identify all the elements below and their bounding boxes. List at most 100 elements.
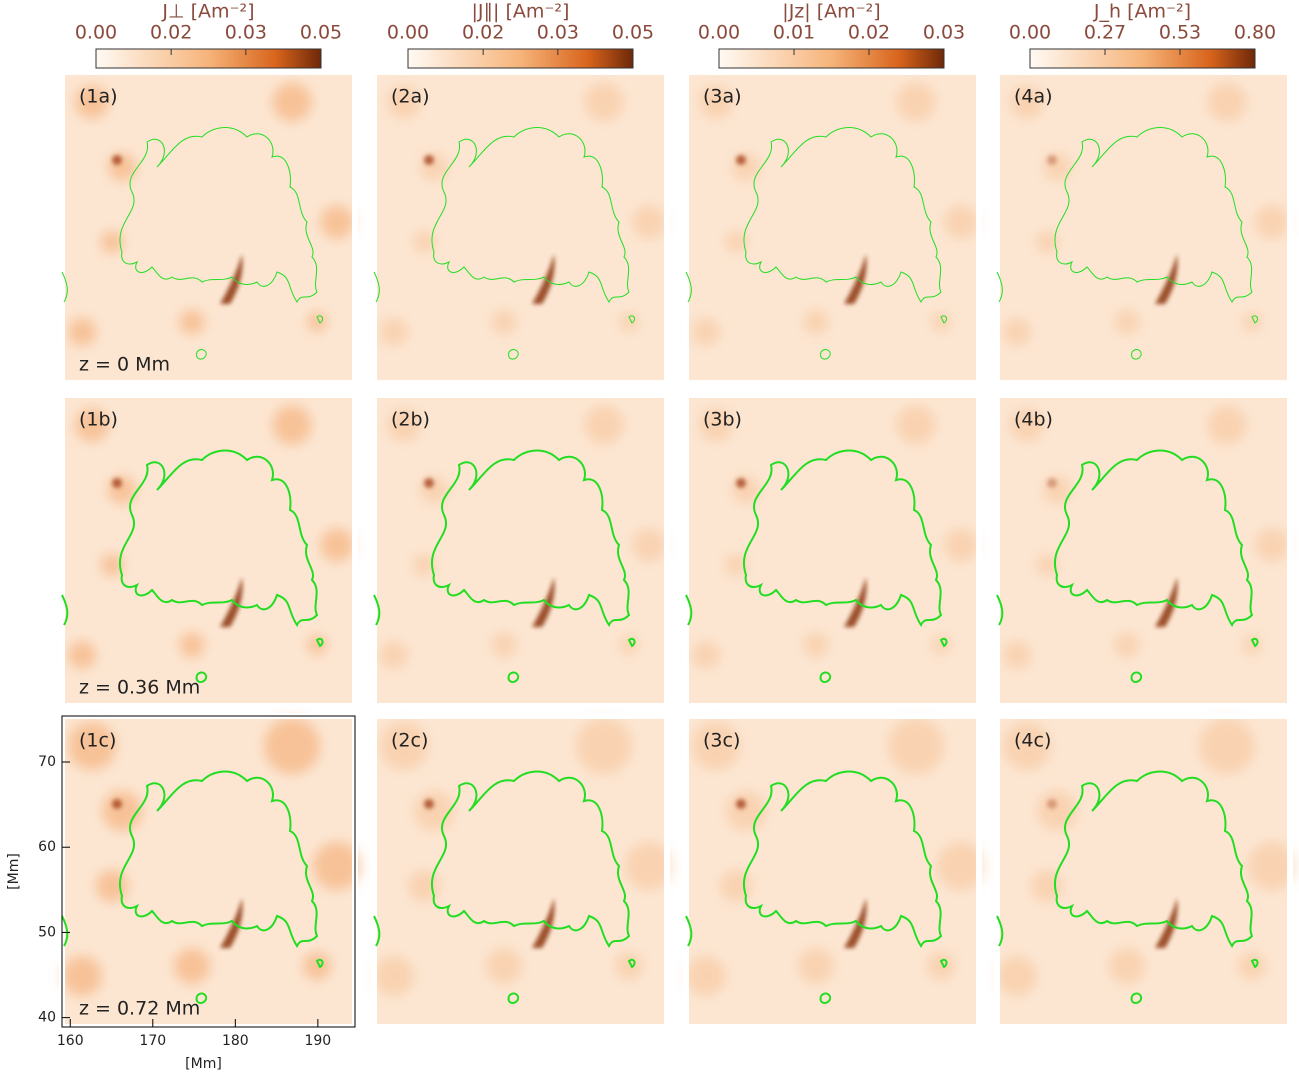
panel-label: (1c) (79, 730, 116, 752)
heatmap-blob (1035, 553, 1059, 577)
heatmap-panel: (1c) z = 0.72 Mm (59, 713, 361, 1030)
heatmap-blob (632, 205, 666, 239)
heatmap-blob (1248, 842, 1296, 890)
contour (119, 127, 318, 303)
contour-small (996, 594, 1259, 684)
panel-label: (2c) (391, 730, 428, 752)
contour-small (61, 271, 324, 360)
contour-small (61, 594, 324, 684)
heatmap-blob (1207, 82, 1247, 122)
current-spot (736, 799, 746, 809)
heatmap-clip-edge (371, 713, 670, 1030)
heatmap-background (997, 395, 1290, 706)
heatmap-panel: (3b) (683, 392, 982, 709)
contour-small (61, 915, 324, 1005)
heatmap-background (686, 72, 979, 383)
colorbar-tick-label: 0.05 (612, 22, 654, 44)
y-tick-label: 60 (38, 839, 56, 855)
heatmap-blob (100, 553, 124, 577)
heatmap-blob (1255, 528, 1289, 562)
current-streak (220, 254, 243, 304)
current-streak (1155, 577, 1178, 627)
colorbar-tick-label: 0.05 (300, 22, 342, 44)
heatmap-blob (62, 956, 102, 996)
heatmap-blob (1035, 230, 1059, 254)
heatmap-blob (724, 230, 748, 254)
heatmap-blob (380, 641, 408, 669)
heatmap-blob (1114, 632, 1140, 658)
axes-frame (61, 715, 356, 1028)
contour (431, 449, 631, 627)
heatmap-blob (272, 82, 312, 122)
heatmap-blob (486, 948, 522, 984)
heatmap-texture (62, 718, 361, 996)
contour-small (685, 915, 948, 1005)
heatmap-blob (619, 312, 639, 332)
contour-small (996, 271, 1259, 360)
heatmap-texture (1003, 405, 1289, 669)
heatmap-background (62, 395, 355, 706)
colorbar-tick-label: 0.00 (698, 22, 740, 44)
heatmap-blob (1003, 722, 1051, 770)
heatmap-blob (179, 309, 205, 335)
panel-label: (4b) (1014, 409, 1053, 431)
contour-small (373, 915, 636, 1005)
heatmap-blob (576, 718, 632, 774)
heatmap-clip-edge (994, 713, 1293, 1030)
heatmap-blob (303, 952, 331, 980)
contour (1054, 127, 1253, 303)
current-spot (1047, 478, 1057, 488)
x-axis-label: [Mm] (185, 1056, 222, 1072)
panel-label: (3a) (703, 86, 742, 108)
heatmap-clip-edge (59, 69, 358, 386)
heatmap-clip-edge (994, 69, 1293, 386)
y-tick-label: 40 (38, 1010, 56, 1026)
heatmap-blob (380, 318, 408, 346)
heatmap-blob (896, 82, 936, 122)
heatmap-blob (625, 842, 673, 890)
heatmap-blob (414, 791, 454, 831)
heatmap-blob (1003, 318, 1031, 346)
heatmap-blob (724, 553, 748, 577)
heatmap-blob (75, 408, 109, 442)
heatmap-blob (1010, 408, 1044, 442)
heatmap-blob (68, 318, 96, 346)
heatmap-blob (96, 870, 128, 902)
panel-label: (2a) (391, 86, 430, 108)
current-spot (112, 478, 122, 488)
current-streak (532, 577, 555, 627)
heatmap-blob (1003, 641, 1031, 669)
heatmap-blob (320, 205, 354, 239)
colorbar (1029, 48, 1256, 69)
heatmap-blob (491, 309, 517, 335)
heatmap-blob (888, 718, 944, 774)
x-tick-label: 160 (57, 1033, 84, 1049)
panel-label: (2b) (391, 409, 430, 431)
heatmap-clip-edge (683, 69, 982, 386)
heatmap-blob (313, 842, 361, 890)
heatmap-blob (944, 205, 978, 239)
colorbar-tick-label: 0.03 (923, 22, 965, 44)
heatmap-background (62, 72, 355, 383)
colorbar-tick-label: 0.02 (150, 22, 192, 44)
heatmap-blob (1242, 312, 1262, 332)
current-streak (220, 577, 243, 627)
contour-small (996, 915, 1259, 1005)
current-streak (844, 577, 867, 627)
current-streak (220, 898, 243, 948)
current-spot (1047, 799, 1057, 809)
x-tick-label: 190 (304, 1033, 331, 1049)
current-spot (424, 799, 434, 809)
heatmap-blob (1255, 205, 1289, 239)
heatmap-blob (1037, 791, 1077, 831)
colorbar-tick-label: 0.00 (1009, 22, 1051, 44)
heatmap-blob (699, 85, 733, 119)
contour (1054, 770, 1254, 948)
heatmap-blob (174, 948, 210, 984)
heatmap-blob (632, 528, 666, 562)
current-streak (844, 254, 867, 304)
contour-small (373, 594, 636, 684)
heatmap-blob (408, 870, 440, 902)
heatmap-blob (412, 553, 436, 577)
